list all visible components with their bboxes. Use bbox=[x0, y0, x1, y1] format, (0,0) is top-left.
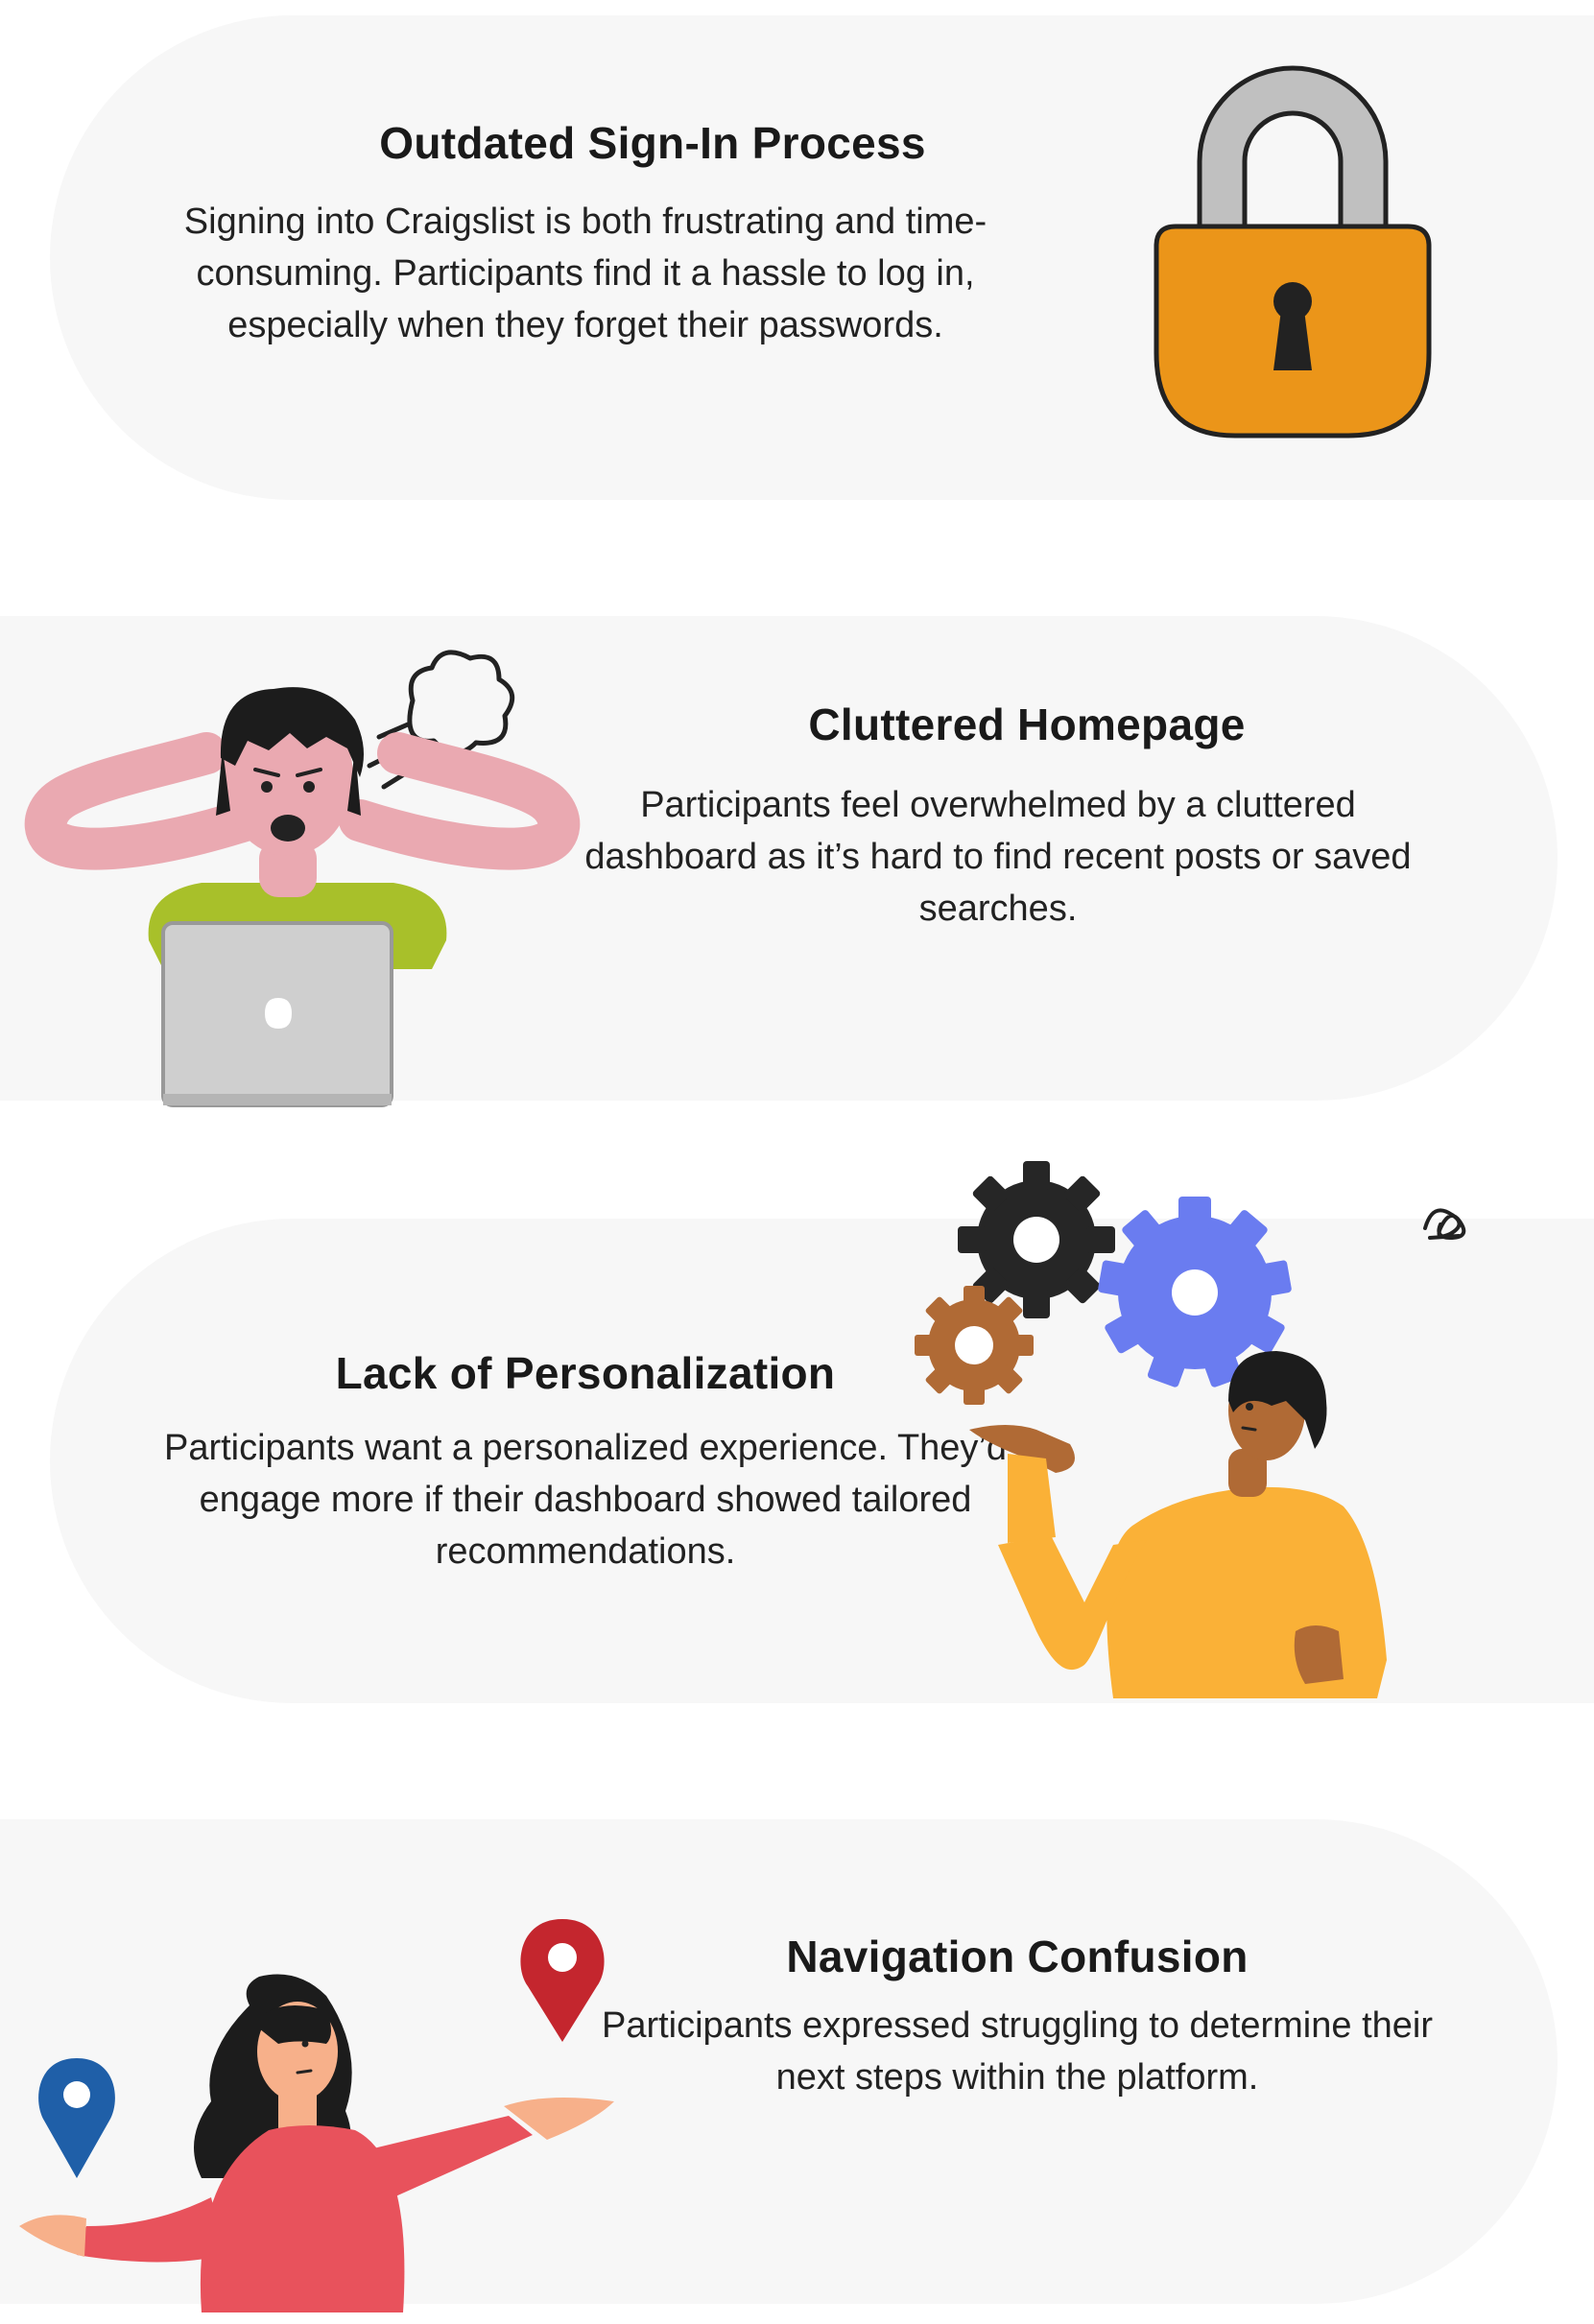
stressed-person-laptop-illustration bbox=[24, 650, 581, 1107]
card-body-homepage: Participants feel overwhelmed by a clutt… bbox=[584, 785, 1412, 929]
card-body-personalization: Participants want a personalized experie… bbox=[163, 1428, 1008, 1572]
dark-gear-icon bbox=[958, 1161, 1115, 1318]
card-body-sign-in: Signing into Craigslist is both frustrat… bbox=[183, 202, 987, 345]
red-map-pin-icon bbox=[520, 1919, 605, 2042]
blue-map-pin-icon bbox=[38, 2058, 115, 2178]
card-title-navigation: Navigation Confusion bbox=[786, 1932, 1249, 1981]
brown-gear-icon bbox=[915, 1286, 1034, 1405]
card-title-homepage: Cluttered Homepage bbox=[808, 700, 1246, 749]
person-with-gears-illustration bbox=[915, 1161, 1466, 1698]
padlock-icon bbox=[1154, 65, 1432, 439]
card-body-navigation: Participants expressed struggling to det… bbox=[601, 2005, 1433, 2098]
confused-woman-map-pins-illustration bbox=[19, 1919, 614, 2312]
blue-gear-icon bbox=[1098, 1197, 1292, 1387]
card-title-sign-in: Outdated Sign-In Process bbox=[379, 118, 926, 168]
card-title-personalization: Lack of Personalization bbox=[335, 1348, 836, 1398]
